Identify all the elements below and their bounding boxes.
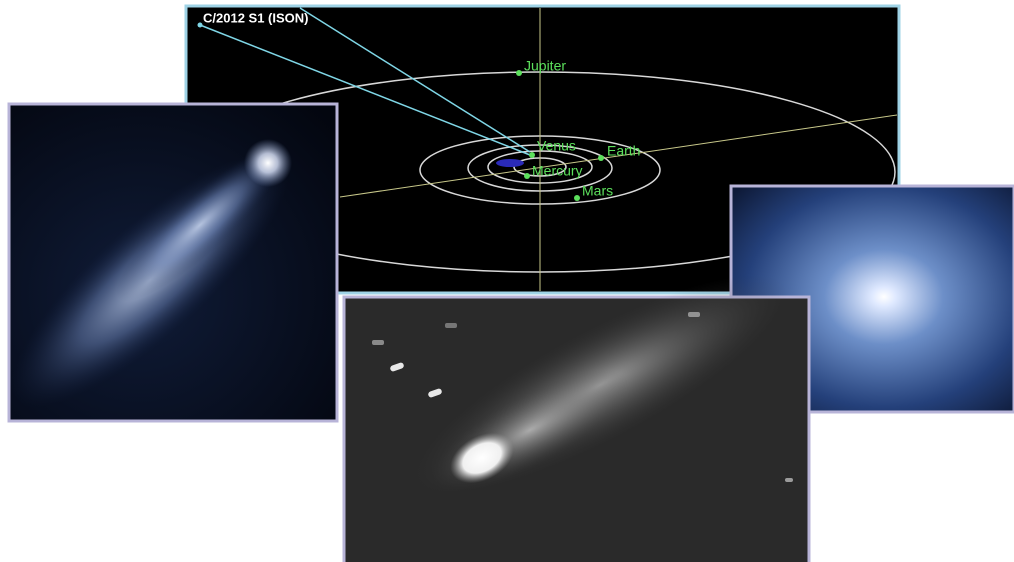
comet-dot	[198, 23, 203, 28]
planet-dot	[598, 155, 604, 161]
planet-label: Earth	[607, 143, 640, 159]
planet-dot	[574, 195, 580, 201]
planet-dot	[524, 173, 530, 179]
comet-head	[244, 139, 292, 187]
orbit-title: C/2012 S1 (ISON)	[203, 10, 309, 25]
planet-label: Jupiter	[524, 58, 566, 74]
planet-label: Mars	[582, 183, 613, 199]
planet-label: Mercury	[532, 163, 583, 179]
planet-dot	[529, 152, 535, 158]
sun-region	[496, 159, 524, 167]
planet-label: Venus	[537, 138, 576, 154]
planet-dot	[516, 70, 522, 76]
collage: C/2012 S1 (ISON) Jupiter Venus Earth Mer…	[0, 0, 1014, 562]
left-comet-photo	[0, 104, 337, 441]
